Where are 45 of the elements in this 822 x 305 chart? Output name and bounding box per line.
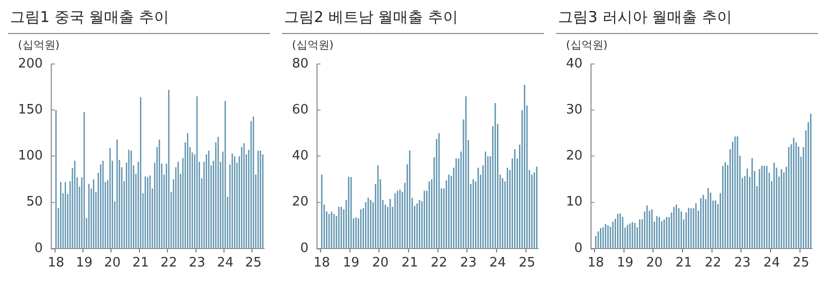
y-axis-title: (십억원) <box>292 38 334 52</box>
x-tick-label: 22 <box>430 256 448 271</box>
x-tick-label: 21 <box>132 256 149 271</box>
x-tick-label: 20 <box>104 256 121 271</box>
x-tick-label: 22 <box>160 256 178 271</box>
x-tick-label: 19 <box>616 256 634 271</box>
x-tick-label: 23 <box>734 256 751 271</box>
chart-title: 그림2 베트남 월매출 추이 <box>282 8 544 34</box>
y-tick-label: 0 <box>300 240 309 256</box>
y-tick-label: 0 <box>34 240 43 256</box>
x-tick-label: 18 <box>48 256 64 271</box>
x-tick-label: 21 <box>675 256 692 271</box>
y-tick-label: 40 <box>292 148 309 164</box>
x-tick-label: 18 <box>313 256 330 271</box>
x-tick-label: 25 <box>518 256 536 271</box>
y-tick-label: 200 <box>18 56 43 72</box>
x-tick-label: 23 <box>460 256 477 271</box>
x-tick-label: 20 <box>646 256 663 271</box>
x-tick-label: 19 <box>76 256 92 271</box>
x-tick-label: 24 <box>216 256 234 271</box>
x-tick-label: 20 <box>372 256 389 271</box>
y-tick-label: 20 <box>566 148 583 164</box>
y-axis-title: (십억원) <box>18 38 60 52</box>
x-tick-label: 22 <box>704 256 722 271</box>
y-tick-label: 40 <box>566 56 583 72</box>
x-tick-label: 25 <box>245 256 262 271</box>
y-axis-title: (십억원) <box>566 38 608 52</box>
chart-title: 그림3 러시아 월매출 추이 <box>556 8 818 34</box>
y-tick-label: 0 <box>574 240 583 256</box>
x-tick-label: 19 <box>342 256 360 271</box>
x-tick-label: 25 <box>792 256 810 271</box>
x-tick-label: 18 <box>587 256 604 271</box>
chart-title: 그림1 중국 월매출 추이 <box>8 8 270 34</box>
y-tick-label: 30 <box>566 102 583 118</box>
y-tick-label: 20 <box>292 194 309 210</box>
x-tick-label: 24 <box>489 256 506 271</box>
y-tick-label: 100 <box>18 148 43 164</box>
y-tick-label: 80 <box>292 56 309 72</box>
y-tick-label: 10 <box>566 194 583 210</box>
y-tick-label: 60 <box>292 102 309 118</box>
x-tick-label: 21 <box>401 256 418 271</box>
x-tick-label: 23 <box>188 256 206 271</box>
y-tick-label: 50 <box>26 194 43 210</box>
y-tick-label: 150 <box>18 102 43 118</box>
x-tick-label: 24 <box>763 256 780 271</box>
